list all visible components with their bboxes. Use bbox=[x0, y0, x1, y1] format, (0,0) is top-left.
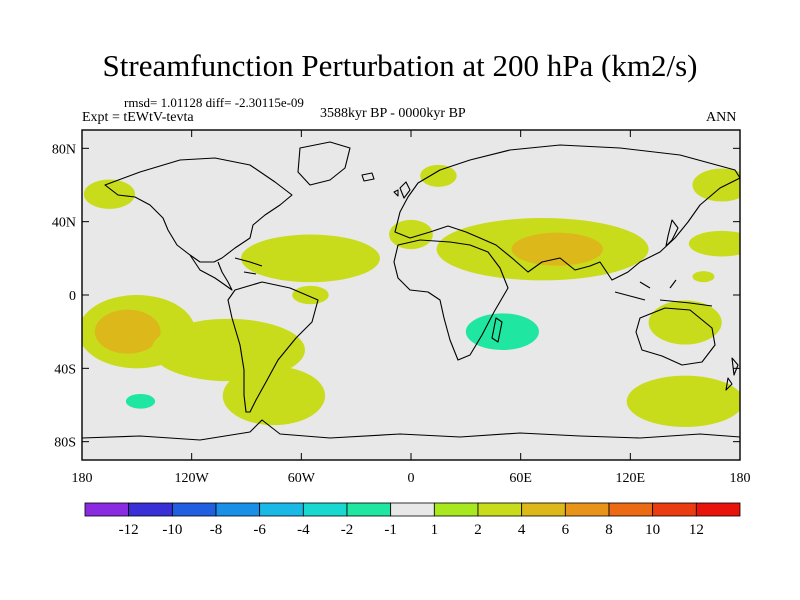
x-tick-label-6: 180 bbox=[730, 471, 751, 486]
colorbar-box-9 bbox=[478, 503, 522, 516]
colorbar-label-6: -1 bbox=[384, 522, 397, 538]
colorbar-box-1 bbox=[129, 503, 173, 516]
colorbar-label-5: -2 bbox=[341, 522, 354, 538]
anomaly-region-6 bbox=[292, 286, 329, 304]
colorbar-label-3: -6 bbox=[253, 522, 266, 538]
y-tick-label-2: 0 bbox=[69, 289, 76, 304]
colorbar-label-0: -12 bbox=[119, 522, 139, 538]
anomaly-region-18 bbox=[106, 374, 205, 425]
colorbar-label-11: 8 bbox=[605, 522, 613, 538]
anomaly-region-9 bbox=[389, 220, 433, 249]
x-tick-label-0: 180 bbox=[72, 471, 93, 486]
anomaly-region-2 bbox=[151, 152, 261, 218]
colorbar-box-0 bbox=[85, 503, 129, 516]
x-tick-label-3: 0 bbox=[408, 471, 415, 486]
anomaly-region-12 bbox=[689, 231, 755, 257]
colorbar-box-3 bbox=[216, 503, 260, 516]
anomaly-region-23 bbox=[649, 301, 722, 345]
colorbar-label-10: 6 bbox=[562, 522, 570, 538]
x-tick-label-4: 60E bbox=[509, 471, 532, 486]
colorbar-box-4 bbox=[260, 503, 304, 516]
y-tick-label-4: 80S bbox=[54, 436, 76, 451]
colorbar-label-12: 10 bbox=[645, 522, 660, 538]
anomaly-region-20 bbox=[334, 370, 396, 410]
colorbar-box-13 bbox=[653, 503, 697, 516]
y-tick-label-0: 80N bbox=[52, 142, 76, 157]
colorbar-label-4: -4 bbox=[297, 522, 310, 538]
colorbar-box-5 bbox=[303, 503, 347, 516]
colorbar-label-13: 12 bbox=[689, 522, 704, 538]
anomaly-region-17 bbox=[223, 367, 325, 426]
anomaly-region-8 bbox=[448, 198, 485, 216]
colorbar-label-9: 4 bbox=[518, 522, 526, 538]
colorbar-box-6 bbox=[347, 503, 391, 516]
colorbar-label-2: -8 bbox=[210, 522, 223, 538]
colorbar-box-12 bbox=[609, 503, 653, 516]
x-tick-label-2: 60W bbox=[288, 471, 316, 486]
colorbar-box-7 bbox=[391, 503, 435, 516]
colorbar-box-10 bbox=[522, 503, 566, 516]
x-tick-label-5: 120E bbox=[616, 471, 646, 486]
anomaly-region-24 bbox=[627, 376, 744, 427]
colorbar-box-14 bbox=[696, 503, 740, 516]
colorbar-label-7: 1 bbox=[431, 522, 439, 538]
x-tick-label-1: 120W bbox=[175, 471, 210, 486]
anomaly-region-13 bbox=[692, 271, 714, 282]
colorbar-box-11 bbox=[565, 503, 609, 516]
anomaly-region-0 bbox=[692, 169, 750, 202]
colorbar-box-8 bbox=[434, 503, 478, 516]
y-tick-label-3: 40S bbox=[54, 362, 76, 377]
anomaly-region-15 bbox=[95, 310, 161, 354]
colorbar-box-2 bbox=[172, 503, 216, 516]
y-tick-label-1: 40N bbox=[52, 216, 76, 231]
colorbar-label-8: 2 bbox=[474, 522, 482, 538]
anomaly-region-5 bbox=[241, 235, 380, 283]
colorbar-label-1: -10 bbox=[162, 522, 182, 538]
anomaly-region-11 bbox=[512, 233, 603, 266]
map-chart: 180 120W 60W 0 60E 120E 180 80N40N040S80S -12-… bbox=[0, 0, 800, 600]
anomaly-region-7 bbox=[420, 165, 457, 187]
anomaly-region-19 bbox=[126, 394, 155, 409]
